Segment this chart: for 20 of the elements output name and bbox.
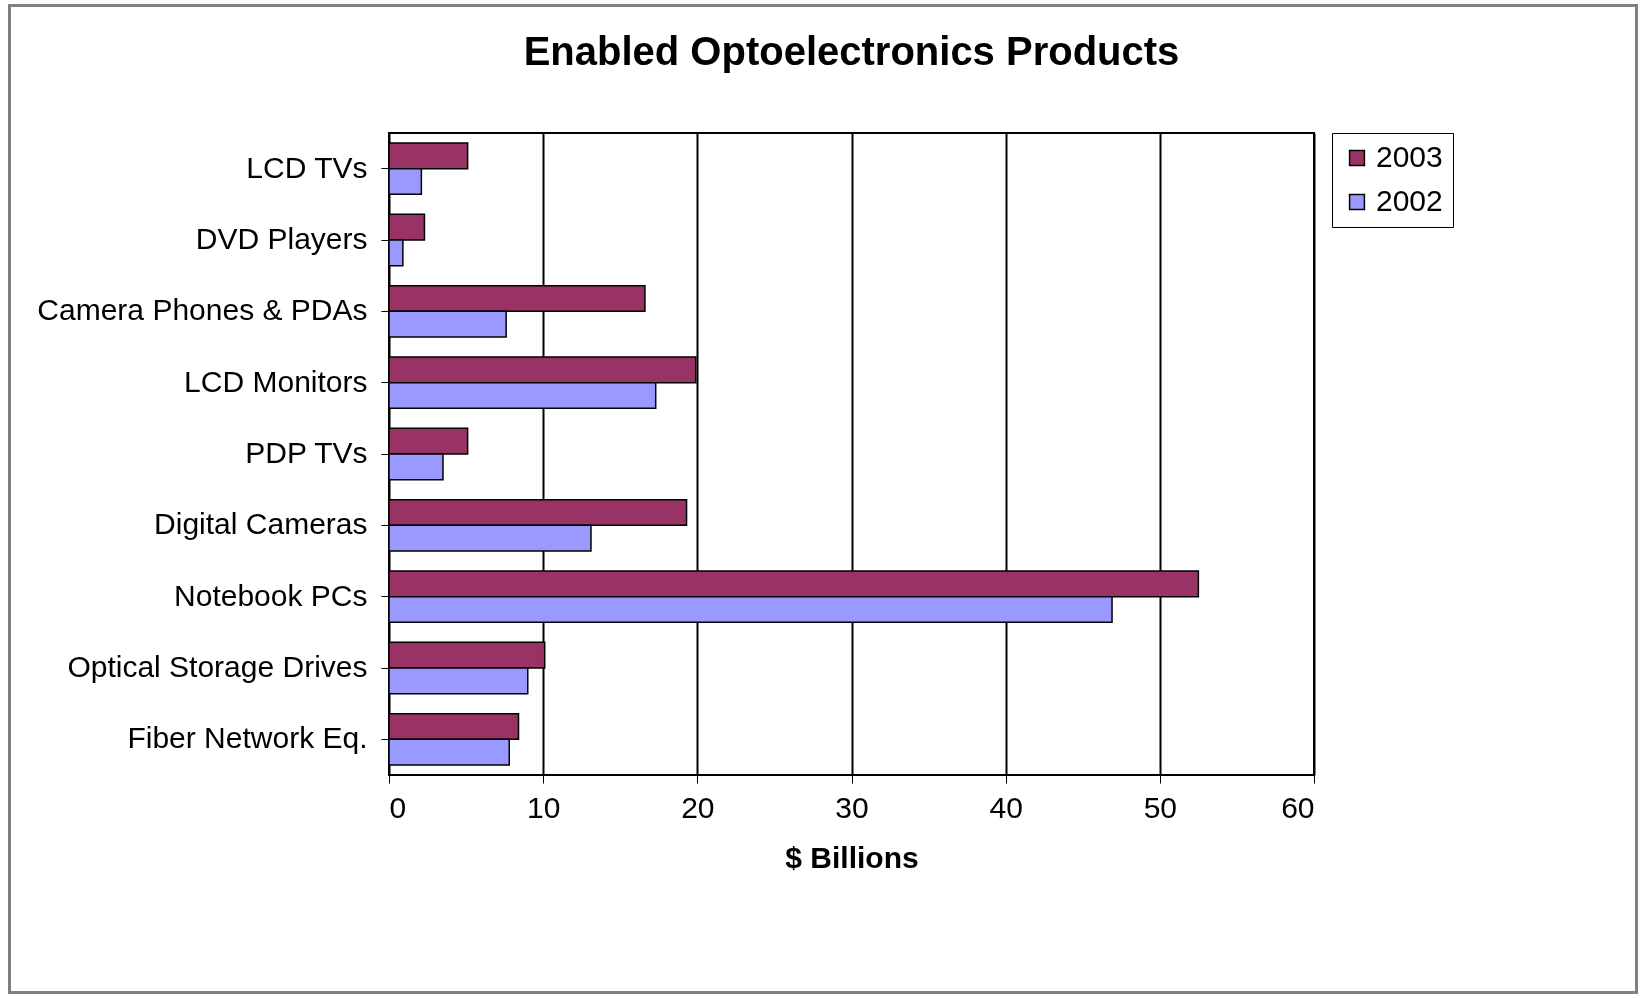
y-tick-label: Optical Storage Drives (67, 650, 368, 683)
y-tick-label: Notebook PCs (174, 578, 368, 612)
legend-label: 2003 (1376, 140, 1443, 173)
x-tick-label: 60 (1281, 790, 1315, 824)
legend-label: 2002 (1376, 184, 1443, 217)
x-axis-title: $ Billions (785, 840, 919, 874)
x-tick-label: 20 (681, 790, 715, 824)
y-tick-label: Fiber Network Eq. (127, 721, 368, 755)
y-tick-label: DVD Players (195, 222, 368, 255)
x-tick-label: 30 (835, 790, 869, 824)
x-tick-label: 10 (526, 790, 561, 824)
x-tick-label: 0 (389, 790, 407, 824)
y-tick-label: Digital Cameras (154, 507, 368, 541)
chart-title: Enabled Optoelectronics Products (523, 28, 1180, 73)
y-tick-label: PDP TVs (245, 436, 368, 469)
y-tick-label: LCD TVs (246, 150, 368, 184)
x-tick-label: 50 (1143, 790, 1178, 824)
y-tick-label: LCD Monitors (184, 364, 368, 398)
x-tick-label: 40 (989, 790, 1023, 824)
y-tick-label: Camera Phones & PDAs (37, 293, 368, 327)
